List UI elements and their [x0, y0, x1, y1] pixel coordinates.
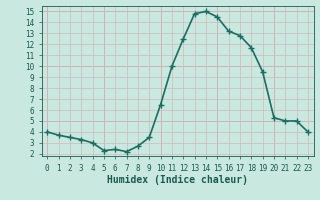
X-axis label: Humidex (Indice chaleur): Humidex (Indice chaleur)	[107, 175, 248, 185]
